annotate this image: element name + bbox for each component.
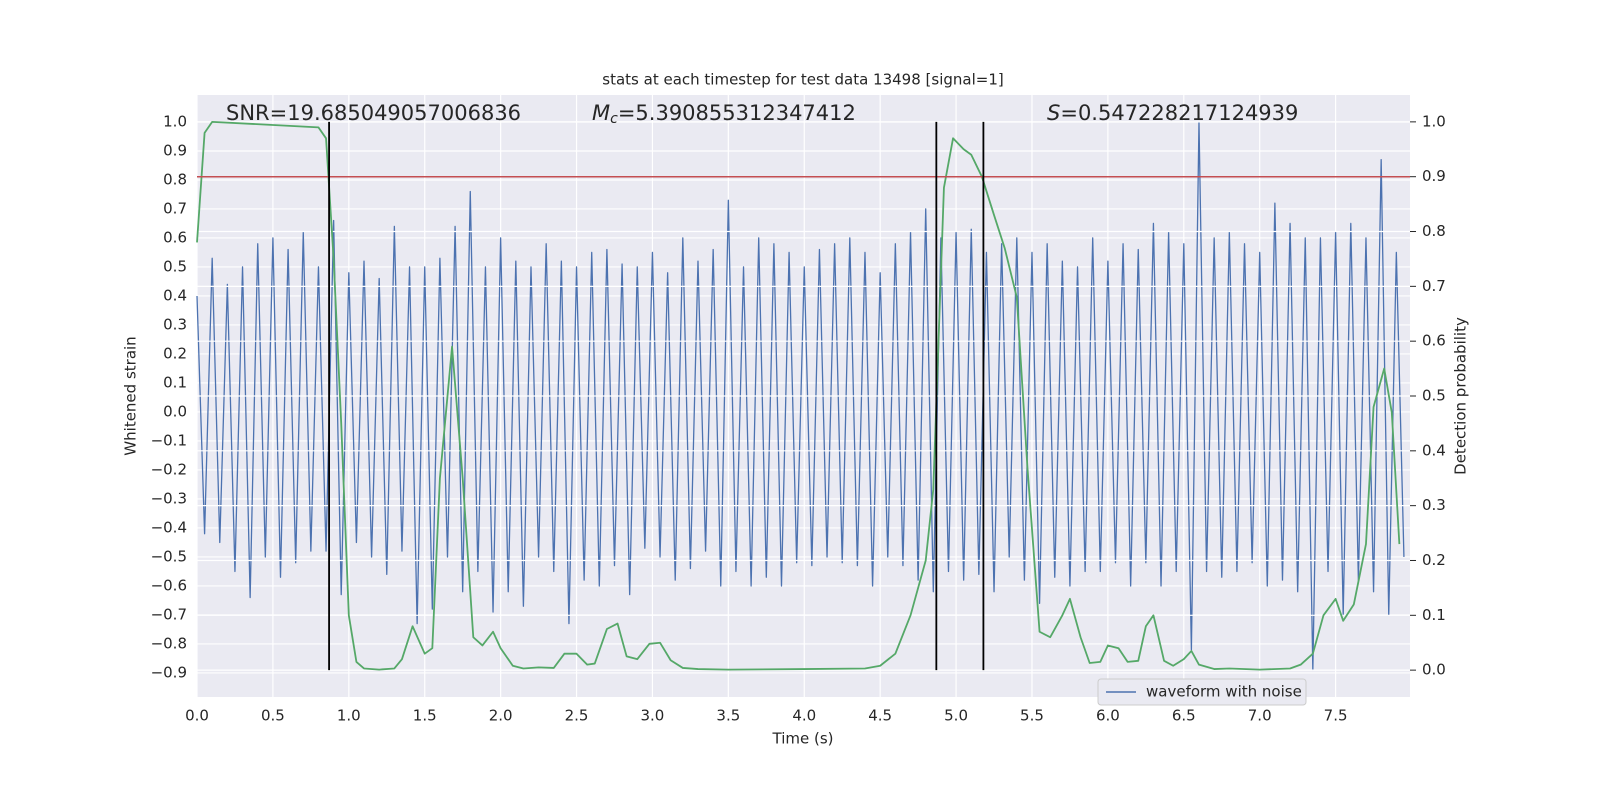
y-tick-label: −0.8: [151, 634, 187, 652]
annotation-part: S: [1047, 101, 1060, 125]
legend-box: [1097, 678, 1307, 706]
annotation-part: c: [610, 111, 618, 127]
series-line: [196, 120, 1401, 671]
y2-tick-label: 0.7: [1422, 277, 1446, 295]
y-tick-label: −0.5: [151, 547, 187, 565]
chart-title: stats at each timestep for test data 134…: [602, 71, 1003, 89]
x-tick-label: 2.0: [489, 707, 513, 725]
x-tick-label: 5.5: [1020, 707, 1044, 725]
y-tick-label: −0.4: [151, 518, 187, 536]
x-tick-label: 7.5: [1324, 707, 1348, 725]
x-tick-label: 3.0: [641, 707, 665, 725]
y-tick-label: 0.9: [163, 141, 187, 159]
y-tick-label: 0.1: [163, 373, 187, 391]
y2-tick-label: 0.1: [1422, 606, 1446, 624]
y2-tick-label: 1.0: [1422, 112, 1446, 130]
y-tick-label: 0.6: [163, 228, 187, 246]
y-tick-label: 0.4: [163, 286, 187, 304]
annotation-part: =0.547228217124939: [1060, 101, 1298, 125]
y-tick-label: 0.2: [163, 344, 187, 362]
annotation-part: =5.390855312347412: [618, 101, 856, 125]
y-tick-label: −0.3: [151, 489, 187, 507]
series-line: [196, 121, 1405, 671]
y-tick-label: −0.6: [151, 576, 187, 594]
x-tick-label: 2.5: [565, 707, 589, 725]
y-tick-label: 0.3: [163, 315, 187, 333]
y-axis-label: Whitened strain: [122, 336, 140, 455]
y-tick-label: 0.7: [163, 199, 187, 217]
x-axis-label: Time (s): [772, 730, 834, 748]
legend-label: waveform with noise: [1146, 683, 1302, 701]
x-tick-label: 3.5: [716, 707, 740, 725]
y-tick-label: −0.2: [151, 460, 187, 478]
x-tick-label: 1.0: [337, 707, 361, 725]
x-tick-label: 4.0: [792, 707, 816, 725]
y-tick-label: 0.0: [163, 402, 187, 420]
y-tick-label: −0.7: [151, 605, 187, 623]
x-tick-label: 6.5: [1172, 707, 1196, 725]
y-tick-label: 0.8: [163, 170, 187, 188]
y2-tick-label: 0.3: [1422, 496, 1446, 514]
x-tick-label: 4.5: [868, 707, 892, 725]
y2-tick-label: 0.2: [1422, 551, 1446, 569]
y2-axis-label: Detection probability: [1452, 317, 1470, 475]
y2-tick-label: 0.0: [1422, 661, 1446, 679]
y2-tick-label: 0.8: [1422, 222, 1446, 240]
y2-tick-label: 0.4: [1422, 441, 1446, 459]
x-tick-label: 0.0: [185, 707, 209, 725]
y2-tick-label: 0.9: [1422, 167, 1446, 185]
annotation-part: M: [592, 101, 610, 125]
x-tick-label: 7.0: [1248, 707, 1272, 725]
x-tick-label: 5.0: [944, 707, 968, 725]
y2-tick-label: 0.6: [1422, 332, 1446, 350]
y-tick-label: 1.0: [163, 112, 187, 130]
x-tick-label: 1.5: [413, 707, 437, 725]
x-tick-label: 0.5: [261, 707, 285, 725]
annotation: Mc=5.390855312347412: [592, 101, 856, 127]
y-tick-label: −0.9: [151, 663, 187, 681]
annotation-part: SNR=19.685049057006836: [226, 101, 521, 125]
annotation: SNR=19.685049057006836: [226, 101, 521, 125]
y-tick-label: −0.1: [151, 431, 187, 449]
x-tick-label: 6.0: [1096, 707, 1120, 725]
y2-tick-label: 0.5: [1422, 387, 1446, 405]
y-tick-label: 0.5: [163, 257, 187, 275]
data: [196, 121, 1405, 671]
annotation: S=0.547228217124939: [1047, 101, 1298, 125]
